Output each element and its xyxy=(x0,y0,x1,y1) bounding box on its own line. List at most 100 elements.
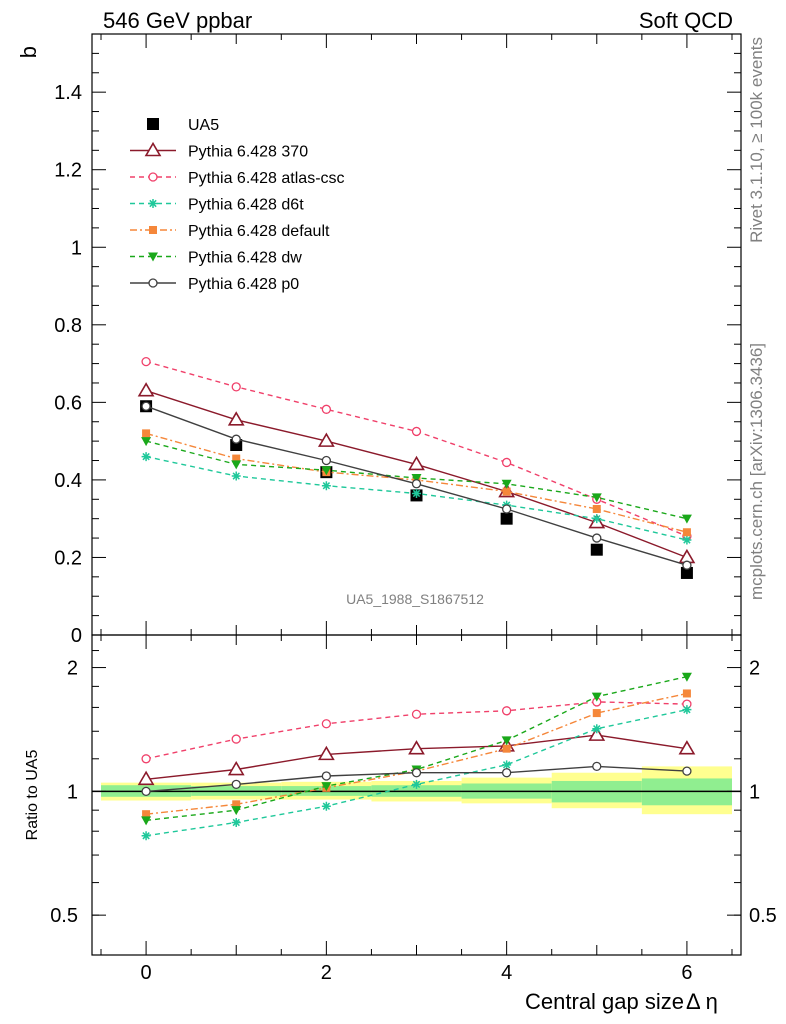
x-axis-label: Central gap size xyxy=(525,989,684,1014)
upper-point-atlas xyxy=(321,404,332,414)
upper-point-ua5 xyxy=(500,512,513,525)
upper-point-d6t xyxy=(141,452,151,462)
lower-point-dw xyxy=(321,782,332,792)
lower-point-d6t xyxy=(141,831,151,841)
upper-point-atlas xyxy=(141,356,151,367)
legend-item-p0: Pythia 6.428 p0 xyxy=(130,276,299,293)
legend-label-p0: Pythia 6.428 p0 xyxy=(188,276,299,293)
lower-series-d6t xyxy=(141,705,692,841)
y-tick-label: 0.2 xyxy=(54,547,82,569)
y-tick-label: 1 xyxy=(67,781,78,803)
lower-point-p0 xyxy=(501,768,512,778)
upper-point-dw xyxy=(501,479,512,489)
y-tick-label: 0.8 xyxy=(54,315,82,337)
upper-point-dw xyxy=(681,514,692,524)
upper-point-dw xyxy=(591,493,602,503)
upper-series-p370 xyxy=(137,382,696,564)
lower-point-p0 xyxy=(592,761,602,772)
legend-label-default: Pythia 6.428 default xyxy=(188,223,330,240)
y-tick-label: 0.4 xyxy=(54,470,82,492)
lower-point-p370 xyxy=(588,726,606,741)
lower-point-atlas xyxy=(141,754,151,764)
legend-label-d6t: Pythia 6.428 d6t xyxy=(188,197,304,214)
lower-point-d6t xyxy=(412,779,421,789)
upper-point-dw xyxy=(321,466,332,476)
lower-point-default xyxy=(232,800,241,809)
legend-marker-atlas xyxy=(148,172,158,182)
lower-point-atlas xyxy=(501,706,512,716)
x-tick-label: 2 xyxy=(321,962,332,984)
legend-marker-d6t xyxy=(148,199,158,208)
upper-point-d6t xyxy=(592,514,602,524)
lower-point-atlas xyxy=(231,734,241,744)
y-tick-label: 0.5 xyxy=(50,905,78,927)
legend-item-ua5: UA5 xyxy=(147,117,219,134)
x-tick-label: 4 xyxy=(501,962,512,984)
upper-point-default xyxy=(682,528,691,537)
lower-point-dw xyxy=(501,736,512,746)
upper-point-p370 xyxy=(317,432,335,447)
lower-panel: 0 2 4 6 0.5 0.5 1 1 2 2 Ratio to UA5 Central gap si… xyxy=(24,634,777,1014)
x-axis-symbol: Δ η xyxy=(686,989,718,1014)
lower-point-default xyxy=(592,709,601,718)
lower-point-default xyxy=(682,689,691,698)
lower-point-p370 xyxy=(227,760,245,776)
analysis-label: UA5_1988_S1867512 xyxy=(346,591,484,607)
lower-point-p0 xyxy=(141,786,151,797)
lower-point-dw xyxy=(141,816,152,826)
legend-label-atlas: Pythia 6.428 atlas-csc xyxy=(188,170,345,187)
lower-point-default xyxy=(142,810,151,819)
y-tick-label: 1.4 xyxy=(54,82,82,104)
upper-point-dw xyxy=(411,473,422,483)
lower-series-p370 xyxy=(137,726,696,786)
lower-point-dw xyxy=(231,806,242,816)
lower-point-p0 xyxy=(411,768,422,778)
upper-point-d6t xyxy=(682,535,692,545)
legend-label-p370: Pythia 6.428 370 xyxy=(188,144,308,161)
header-right: Soft QCD xyxy=(639,8,733,33)
y-tick-label-right: 0.5 xyxy=(749,905,777,927)
upper-series-p0 xyxy=(141,401,692,570)
lower-point-p0 xyxy=(231,779,241,790)
upper-point-dw xyxy=(231,460,242,470)
y-axis-label: b xyxy=(16,46,41,58)
side-label-mcplots: mcplots.cern.ch [arXiv:1306.3436] xyxy=(747,343,766,600)
y-tick-label: 2 xyxy=(67,658,78,680)
upper-point-default xyxy=(592,504,601,513)
lower-series-p0 xyxy=(141,761,692,797)
lower-series-atlas xyxy=(141,697,692,764)
legend-label-ua5: UA5 xyxy=(188,117,219,134)
lower-point-dw xyxy=(591,692,602,702)
legend-marker-dw xyxy=(148,252,158,262)
lower-point-d6t xyxy=(231,817,241,827)
upper-point-p0 xyxy=(501,504,512,514)
legend: UA5 Pythia 6.428 370 Pythia 6.428 atlas-cs… xyxy=(130,117,345,293)
y-tick-label-right: 2 xyxy=(749,658,760,680)
lower-point-default xyxy=(502,744,511,753)
upper-point-ua5 xyxy=(590,543,603,556)
lower-point-d6t xyxy=(592,724,602,734)
upper-point-p0 xyxy=(592,533,602,543)
lower-point-p0 xyxy=(682,766,692,776)
lower-point-atlas xyxy=(411,709,422,719)
upper-point-default xyxy=(502,487,511,496)
lower-point-d6t xyxy=(502,760,512,770)
lower-point-p370 xyxy=(408,740,425,755)
legend-item-d6t: Pythia 6.428 d6t xyxy=(130,197,304,214)
upper-series xyxy=(137,356,696,579)
header-left: 546 GeV ppbar xyxy=(103,8,252,33)
legend-marker-default xyxy=(149,226,157,234)
upper-point-atlas xyxy=(501,457,512,468)
upper-point-p370 xyxy=(137,382,155,397)
upper-series-dw xyxy=(141,437,692,524)
legend-item-dw: Pythia 6.428 dw xyxy=(130,250,302,267)
lower-point-p0 xyxy=(321,771,332,781)
x-tick-label: 6 xyxy=(681,962,692,984)
upper-point-d6t xyxy=(231,471,241,481)
upper-point-atlas xyxy=(411,426,422,437)
ratio-axis-label: Ratio to UA5 xyxy=(24,750,41,841)
upper-axes: 0 0.2 0.4 0.6 0.8 1 1.2 1.4 b xyxy=(16,33,742,647)
lower-point-p370 xyxy=(317,745,335,761)
legend-label-dw: Pythia 6.428 dw xyxy=(188,250,302,267)
